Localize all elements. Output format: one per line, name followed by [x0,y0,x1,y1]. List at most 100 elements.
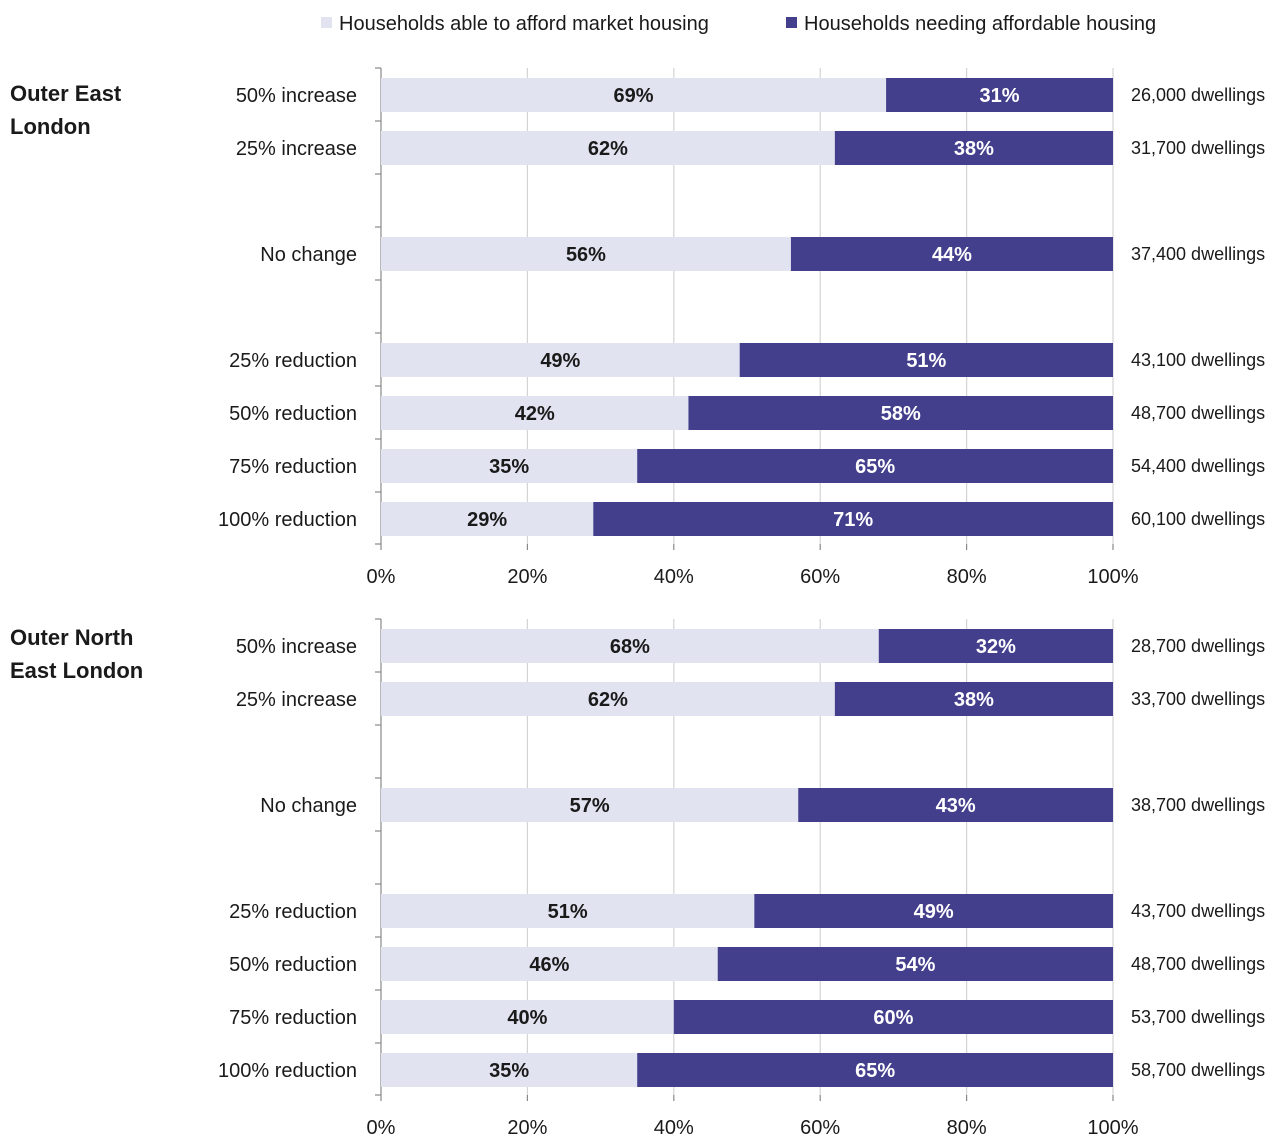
category-label: 75% reduction [229,1007,357,1029]
category-label: 50% increase [236,85,357,107]
data-label-market: 42% [515,403,555,425]
bar-segment-market [381,894,755,928]
data-label-affordable: 43% [936,795,976,817]
bar-segment-affordable [593,502,1113,536]
dwellings-label: 48,700 dwellings [1131,403,1265,423]
bar-segment-market [381,78,887,112]
bar-segment-market [381,396,689,430]
dwellings-label: 33,700 dwellings [1131,689,1265,709]
dwellings-label: 43,100 dwellings [1131,350,1265,370]
data-label-affordable: 54% [895,954,935,976]
data-label-market: 62% [588,138,628,160]
category-label: 100% reduction [218,509,357,531]
data-label-market: 57% [570,795,610,817]
data-label-affordable: 44% [932,244,972,266]
legend-label: Households able to afford market housing [339,13,709,35]
x-tick-label: 0% [367,1117,396,1135]
data-label-market: 68% [610,636,650,658]
data-label-affordable: 65% [855,1060,895,1082]
data-label-market: 51% [548,901,588,923]
category-label: 25% reduction [229,901,357,923]
dwellings-label: 53,700 dwellings [1131,1007,1265,1027]
dwellings-label: 31,700 dwellings [1131,138,1265,158]
panel-title-line: Outer East [10,81,122,106]
dwellings-label: 54,400 dwellings [1131,456,1265,476]
dwellings-label: 37,400 dwellings [1131,244,1265,264]
bar-segment-market [381,682,835,716]
legend-item: Households needing affordable housing [786,13,1156,35]
category-label: 75% reduction [229,456,357,478]
dwellings-label: 58,700 dwellings [1131,1060,1265,1080]
data-label-affordable: 38% [954,689,994,711]
data-label-affordable: 38% [954,138,994,160]
category-label: No change [260,795,357,817]
bar-segment-affordable [688,396,1113,430]
bar-segment-affordable [717,947,1113,981]
dwellings-label: 28,700 dwellings [1131,636,1265,656]
bar-segment-market [381,947,718,981]
bar-segment-market [381,502,594,536]
data-label-affordable: 31% [980,85,1020,107]
bar-segment-market [381,1000,674,1034]
bar-segment-affordable [798,788,1113,822]
category-label: 50% reduction [229,403,357,425]
panel-title: Outer North East London [10,625,143,683]
bar-segment-affordable [754,894,1113,928]
data-label-market: 69% [614,85,654,107]
panel-title-line: London [10,114,91,139]
category-label: 50% reduction [229,954,357,976]
data-label-market: 35% [489,456,529,478]
legend-label: Households needing affordable housing [804,13,1156,35]
bar-segment-affordable [834,131,1113,165]
x-tick-label: 60% [800,566,840,588]
bar-segment-affordable [637,1053,1113,1087]
data-label-affordable: 60% [873,1007,913,1029]
dwellings-label: 60,100 dwellings [1131,509,1265,529]
data-label-affordable: 32% [976,636,1016,658]
x-tick-label: 40% [654,566,694,588]
x-tick-label: 0% [367,566,396,588]
x-tick-label: 40% [654,1117,694,1135]
bar-segment-affordable [834,682,1113,716]
bar-segment-affordable [886,78,1113,112]
bar-segment-affordable [673,1000,1113,1034]
data-label-affordable: 51% [906,350,946,372]
bar-segment-market [381,237,791,271]
bar-segment-market [381,449,638,483]
dwellings-label: 26,000 dwellings [1131,85,1265,105]
dwellings-label: 48,700 dwellings [1131,954,1265,974]
category-label: 25% increase [236,689,357,711]
x-tick-label: 20% [507,566,547,588]
bar-segment-affordable [790,237,1113,271]
panel-title: Outer East London [10,81,122,139]
dwellings-label: 38,700 dwellings [1131,795,1265,815]
category-label: No change [260,244,357,266]
data-label-market: 46% [529,954,569,976]
category-label: 50% increase [236,636,357,658]
category-label: 25% reduction [229,350,357,372]
data-label-market: 29% [467,509,507,531]
legend-item: Households able to afford market housing [321,13,709,35]
bar-segment-market [381,343,740,377]
category-label: 25% increase [236,138,357,160]
data-label-market: 49% [540,350,580,372]
panel-title-line: Outer North [10,625,133,650]
data-label-market: 35% [489,1060,529,1082]
bar-segment-affordable [739,343,1113,377]
bar-segment-market [381,131,835,165]
data-label-affordable: 65% [855,456,895,478]
dwellings-label: 43,700 dwellings [1131,901,1265,921]
chart-panel: Outer East London 0% 20% 40% 60% 80% 100% 50% in… [10,67,1265,588]
bar-segment-affordable [878,629,1113,663]
category-label: 100% reduction [218,1060,357,1082]
bar-segment-market [381,629,879,663]
data-label-market: 56% [566,244,606,266]
x-tick-label: 20% [507,1117,547,1135]
x-tick-label: 100% [1087,1117,1138,1135]
x-tick-label: 80% [947,566,987,588]
bar-segment-market [381,1053,638,1087]
data-label-affordable: 71% [833,509,873,531]
bar-segment-affordable [637,449,1113,483]
